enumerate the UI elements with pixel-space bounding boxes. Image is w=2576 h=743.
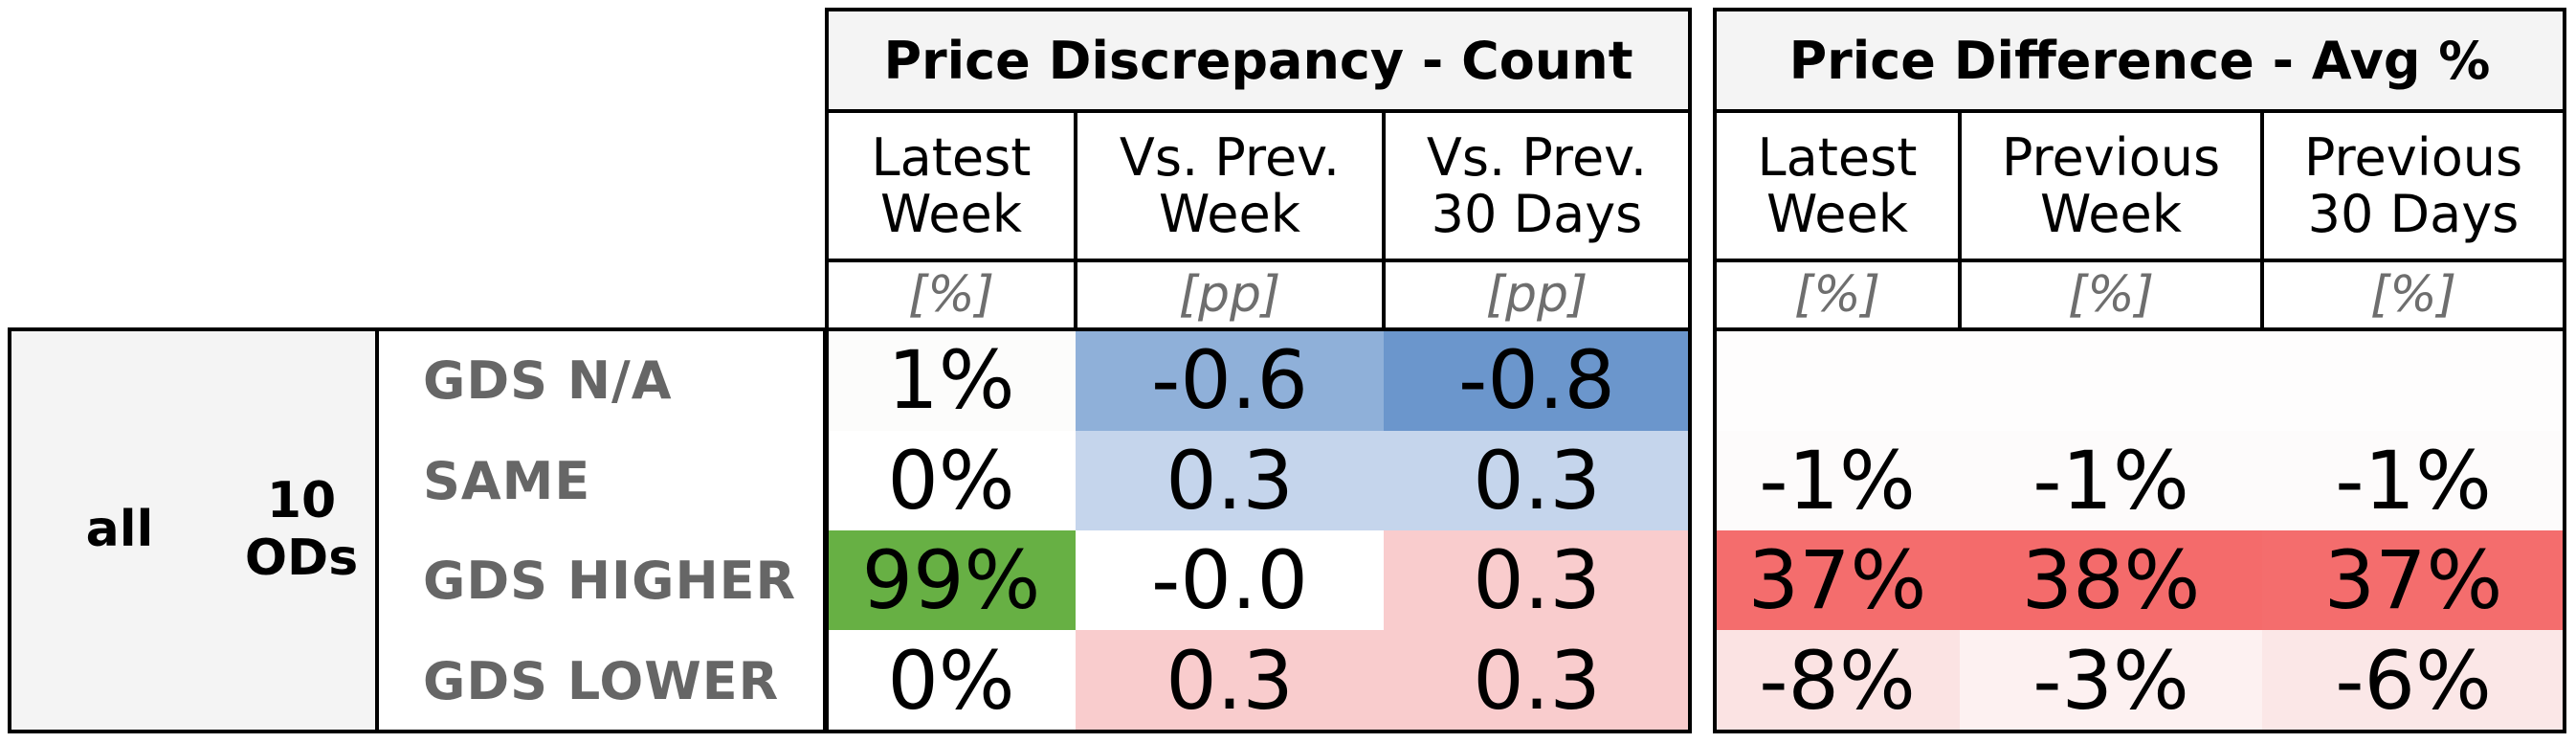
- value-cell: 0%: [827, 630, 1076, 732]
- row-group-divider: [375, 329, 379, 732]
- column-header: Vs. Prev. 30 Days: [1384, 111, 1690, 260]
- group-header-border: [825, 8, 1692, 331]
- row-label: GDS N/A: [423, 349, 673, 411]
- row-group-sublabel-line: ODs: [244, 529, 359, 587]
- column-header: Vs. Prev. Week: [1076, 111, 1384, 260]
- group-body-border: [825, 327, 1692, 733]
- value-cell: 0.3: [1384, 630, 1690, 732]
- column-header: Latest Week: [1715, 111, 1960, 260]
- row-group-panel: [10, 329, 377, 732]
- row-group-sublabel: 10 ODs: [230, 329, 373, 732]
- value-cell: -1%: [2262, 431, 2565, 530]
- column-divider: [1382, 111, 1386, 329]
- row-label: SAME: [423, 450, 591, 511]
- value-cell: 37%: [2262, 530, 2565, 630]
- value-cell: -0.0: [1076, 530, 1384, 630]
- column-header-line: Week: [2040, 184, 2182, 244]
- value-cell: [1960, 329, 2262, 431]
- column-unit: [%]: [2068, 266, 2154, 324]
- column-header: Previous 30 Days: [2262, 111, 2565, 260]
- column-header-line: Week: [1766, 184, 1908, 244]
- header-divider: [1715, 259, 2565, 262]
- column-header-line: 30 Days: [1431, 184, 1643, 244]
- value-cell: -0.6: [1076, 329, 1384, 431]
- column-header-line: Latest: [1757, 126, 1918, 188]
- group-title: Price Discrepancy - Count: [827, 10, 1690, 111]
- value-cell: [1715, 329, 1960, 431]
- column-header: Previous Week: [1960, 111, 2262, 260]
- value-cell: -8%: [1715, 630, 1960, 732]
- row-group-sublabel-line: 10: [266, 472, 337, 530]
- column-unit: [pp]: [1485, 266, 1588, 324]
- value-cell: 0.3: [1076, 630, 1384, 732]
- column-unit: [%]: [1794, 266, 1880, 324]
- value-cell: 0.3: [1384, 431, 1690, 530]
- column-header-line: Week: [1159, 184, 1300, 244]
- column-divider: [1958, 111, 1962, 329]
- column-header-line: Latest: [871, 126, 1032, 188]
- group-title: Price Difference - Avg %: [1715, 10, 2565, 111]
- column-divider: [2260, 111, 2264, 329]
- column-header: Latest Week: [827, 111, 1076, 260]
- value-cell: 37%: [1715, 530, 1960, 630]
- group-body-border: [1713, 327, 2566, 733]
- row-header-border: [8, 327, 827, 733]
- value-cell: 0.3: [1076, 431, 1384, 530]
- value-cell: -6%: [2262, 630, 2565, 732]
- column-unit: [%]: [2370, 266, 2456, 324]
- column-unit: [pp]: [1178, 266, 1281, 324]
- header-divider: [827, 259, 1690, 262]
- column-header-line: Week: [880, 184, 1022, 244]
- value-cell: -0.8: [1384, 329, 1690, 431]
- value-cell: -1%: [1960, 431, 2262, 530]
- column-header-line: Vs. Prev.: [1426, 126, 1648, 188]
- column-header-line: Previous: [2001, 126, 2221, 188]
- value-cell: -3%: [1960, 630, 2262, 732]
- group-header-border: [1713, 8, 2566, 331]
- value-cell: 99%: [827, 530, 1076, 630]
- column-header-line: 30 Days: [2307, 184, 2520, 244]
- value-cell: 1%: [827, 329, 1076, 431]
- column-unit: [%]: [908, 266, 994, 324]
- row-label: GDS LOWER: [423, 650, 780, 711]
- column-header-line: Vs. Prev.: [1119, 126, 1341, 188]
- value-cell: -1%: [1715, 431, 1960, 530]
- value-cell: 0%: [827, 431, 1076, 530]
- value-cell: 38%: [1960, 530, 2262, 630]
- value-cell: 0.3: [1384, 530, 1690, 630]
- row-label: GDS HIGHER: [423, 550, 797, 611]
- value-cell: [2262, 329, 2565, 431]
- column-divider: [1074, 111, 1077, 329]
- row-group-label: all: [85, 501, 154, 559]
- column-header-line: Previous: [2303, 126, 2523, 188]
- header-divider: [827, 109, 1690, 113]
- header-divider: [1715, 109, 2565, 113]
